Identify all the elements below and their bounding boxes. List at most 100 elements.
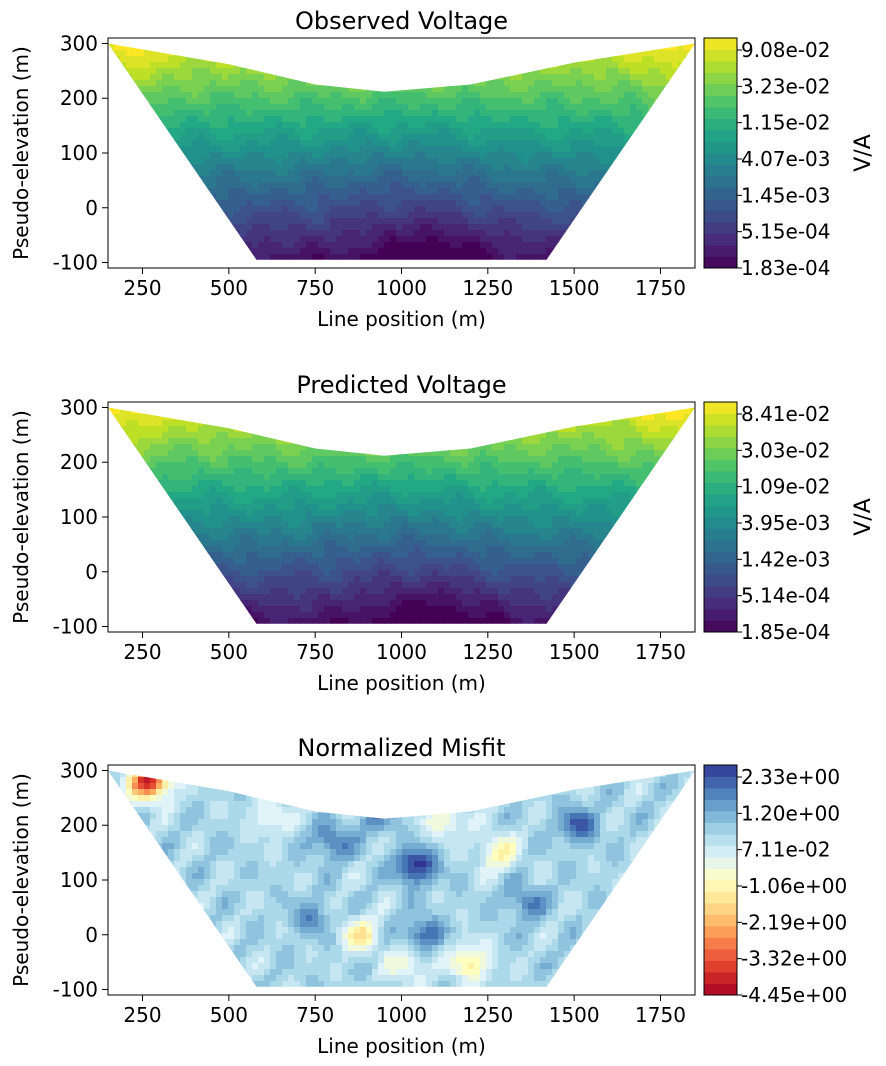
y-tick-label: 100 <box>60 505 98 529</box>
colorbar-swatch <box>704 95 737 108</box>
colorbar-tick-label: 5.15e-04 <box>741 220 831 244</box>
colorbar-label: V/A <box>851 134 876 172</box>
colorbar-swatch <box>704 210 737 223</box>
colorbar-frame <box>703 37 738 269</box>
colorbar-swatch <box>704 776 737 789</box>
contour-field <box>108 407 695 624</box>
x-axis-label: Line position (m) <box>317 1034 486 1058</box>
colorbar-swatch <box>704 471 737 483</box>
colorbar: 2.33e+00 1.20e+00 7.11e-02 -1.06e+00 -2.19e+… <box>703 764 847 1007</box>
y-tick-label: 200 <box>60 813 98 837</box>
x-tick-label: 1750 <box>635 1003 686 1027</box>
y-axis-label: Pseudo-elevation (m) <box>9 773 33 987</box>
colorbar-swatch <box>704 972 737 984</box>
colorbar-swatch <box>704 765 737 777</box>
x-tick-label: 1500 <box>549 1003 600 1027</box>
colorbar-swatch <box>704 788 737 800</box>
colorbar-tick-label: 1.42e-03 <box>741 547 831 571</box>
y-tick-label: -100 <box>53 251 98 275</box>
colorbar-swatch <box>704 38 737 50</box>
x-tick-label: 1250 <box>462 640 513 664</box>
colorbar: 8.41e-02 3.03e-02 1.09e-02 3.95e-03 1.42e-03… <box>703 401 876 644</box>
y-axis-label: Pseudo-elevation (m) <box>9 46 33 260</box>
y-tick-label: 100 <box>60 868 98 892</box>
colorbar-swatch <box>704 505 737 518</box>
colorbar-swatch <box>704 528 737 541</box>
x-tick-label: 750 <box>296 640 334 664</box>
colorbar-swatch <box>704 130 737 142</box>
colorbar-swatch <box>704 620 737 633</box>
y-tick-label: 0 <box>85 560 98 584</box>
colorbar-tick-label: -2.19e+00 <box>741 910 847 934</box>
colorbar-tick-label: 3.03e-02 <box>741 438 831 462</box>
colorbar-swatch <box>704 187 737 200</box>
y-tick-label: 200 <box>60 450 98 474</box>
colorbar-swatch <box>704 245 737 257</box>
colorbar-swatch <box>704 845 737 858</box>
x-tick-label: 1000 <box>376 1003 427 1027</box>
colorbar-swatch <box>704 586 737 598</box>
colorbar-swatch <box>704 459 737 472</box>
colorbar-swatch <box>704 857 737 869</box>
x-tick-label: 250 <box>123 640 161 664</box>
y-tick-label: 0 <box>85 196 98 220</box>
y-tick-label: 300 <box>60 758 98 782</box>
colorbar-swatch <box>704 233 737 246</box>
colorbar-swatch <box>704 413 737 426</box>
x-tick-label: 1750 <box>635 276 686 300</box>
chart-title: Predicted Voltage <box>296 371 506 399</box>
colorbar-swatch <box>704 199 737 211</box>
colorbar-swatch <box>704 880 737 892</box>
contour-field <box>108 770 695 987</box>
colorbar-tick-label: 1.09e-02 <box>741 475 831 499</box>
colorbar-tick-label: 4.07e-03 <box>741 147 831 171</box>
x-tick-label: 500 <box>210 276 248 300</box>
colorbar-swatch <box>704 84 737 96</box>
y-axis-label: Pseudo-elevation (m) <box>9 410 33 624</box>
x-tick-label: 1250 <box>462 276 513 300</box>
colorbar-swatch <box>704 448 737 460</box>
y-tick-label: 200 <box>60 86 98 110</box>
colorbar-swatch <box>704 926 737 938</box>
colorbar-swatch <box>704 222 737 234</box>
colorbar-swatch <box>704 868 737 881</box>
colorbar-label: V/A <box>851 498 876 536</box>
chart-title: Observed Voltage <box>295 7 508 35</box>
colorbar-swatch <box>704 822 737 835</box>
colorbar-swatch <box>704 436 737 449</box>
x-tick-label: 250 <box>123 276 161 300</box>
colorbar-tick-label: -1.06e+00 <box>741 874 847 898</box>
colorbar-frame <box>703 764 738 996</box>
x-tick-label: 1250 <box>462 1003 513 1027</box>
colorbar-swatch <box>704 402 737 414</box>
y-tick-label: -100 <box>53 615 98 639</box>
colorbar-swatch <box>704 983 737 996</box>
colorbar-swatch <box>704 903 737 915</box>
colorbar-tick-label: -3.32e+00 <box>741 947 847 971</box>
y-tick-label: 0 <box>85 923 98 947</box>
colorbar-swatch <box>704 563 737 575</box>
colorbar-swatch <box>704 153 737 165</box>
x-tick-label: 1750 <box>635 640 686 664</box>
y-tick-label: -100 <box>53 978 98 1002</box>
x-axis-label: Line position (m) <box>317 671 486 695</box>
x-tick-label: 750 <box>296 276 334 300</box>
colorbar-swatch <box>704 609 737 621</box>
colorbar-swatch <box>704 811 737 823</box>
colorbar-tick-label: 8.41e-02 <box>741 402 831 426</box>
colorbar-tick-label: 1.20e+00 <box>741 801 840 825</box>
colorbar-swatch <box>704 834 737 846</box>
colorbar-tick-label: 3.23e-02 <box>741 74 831 98</box>
chart-title: Normalized Misfit <box>297 734 505 762</box>
colorbar-tick-label: 5.14e-04 <box>741 584 831 608</box>
colorbar-swatch <box>704 937 737 950</box>
colorbar-swatch <box>704 949 737 961</box>
colorbar-tick-label: 2.33e+00 <box>741 765 840 789</box>
colorbar: 9.08e-02 3.23e-02 1.15e-02 4.07e-03 1.45e-03… <box>703 37 876 280</box>
colorbar-swatch <box>704 61 737 73</box>
colorbar-swatch <box>704 141 737 154</box>
colorbar-swatch <box>704 72 737 85</box>
colorbar-frame <box>703 401 738 633</box>
